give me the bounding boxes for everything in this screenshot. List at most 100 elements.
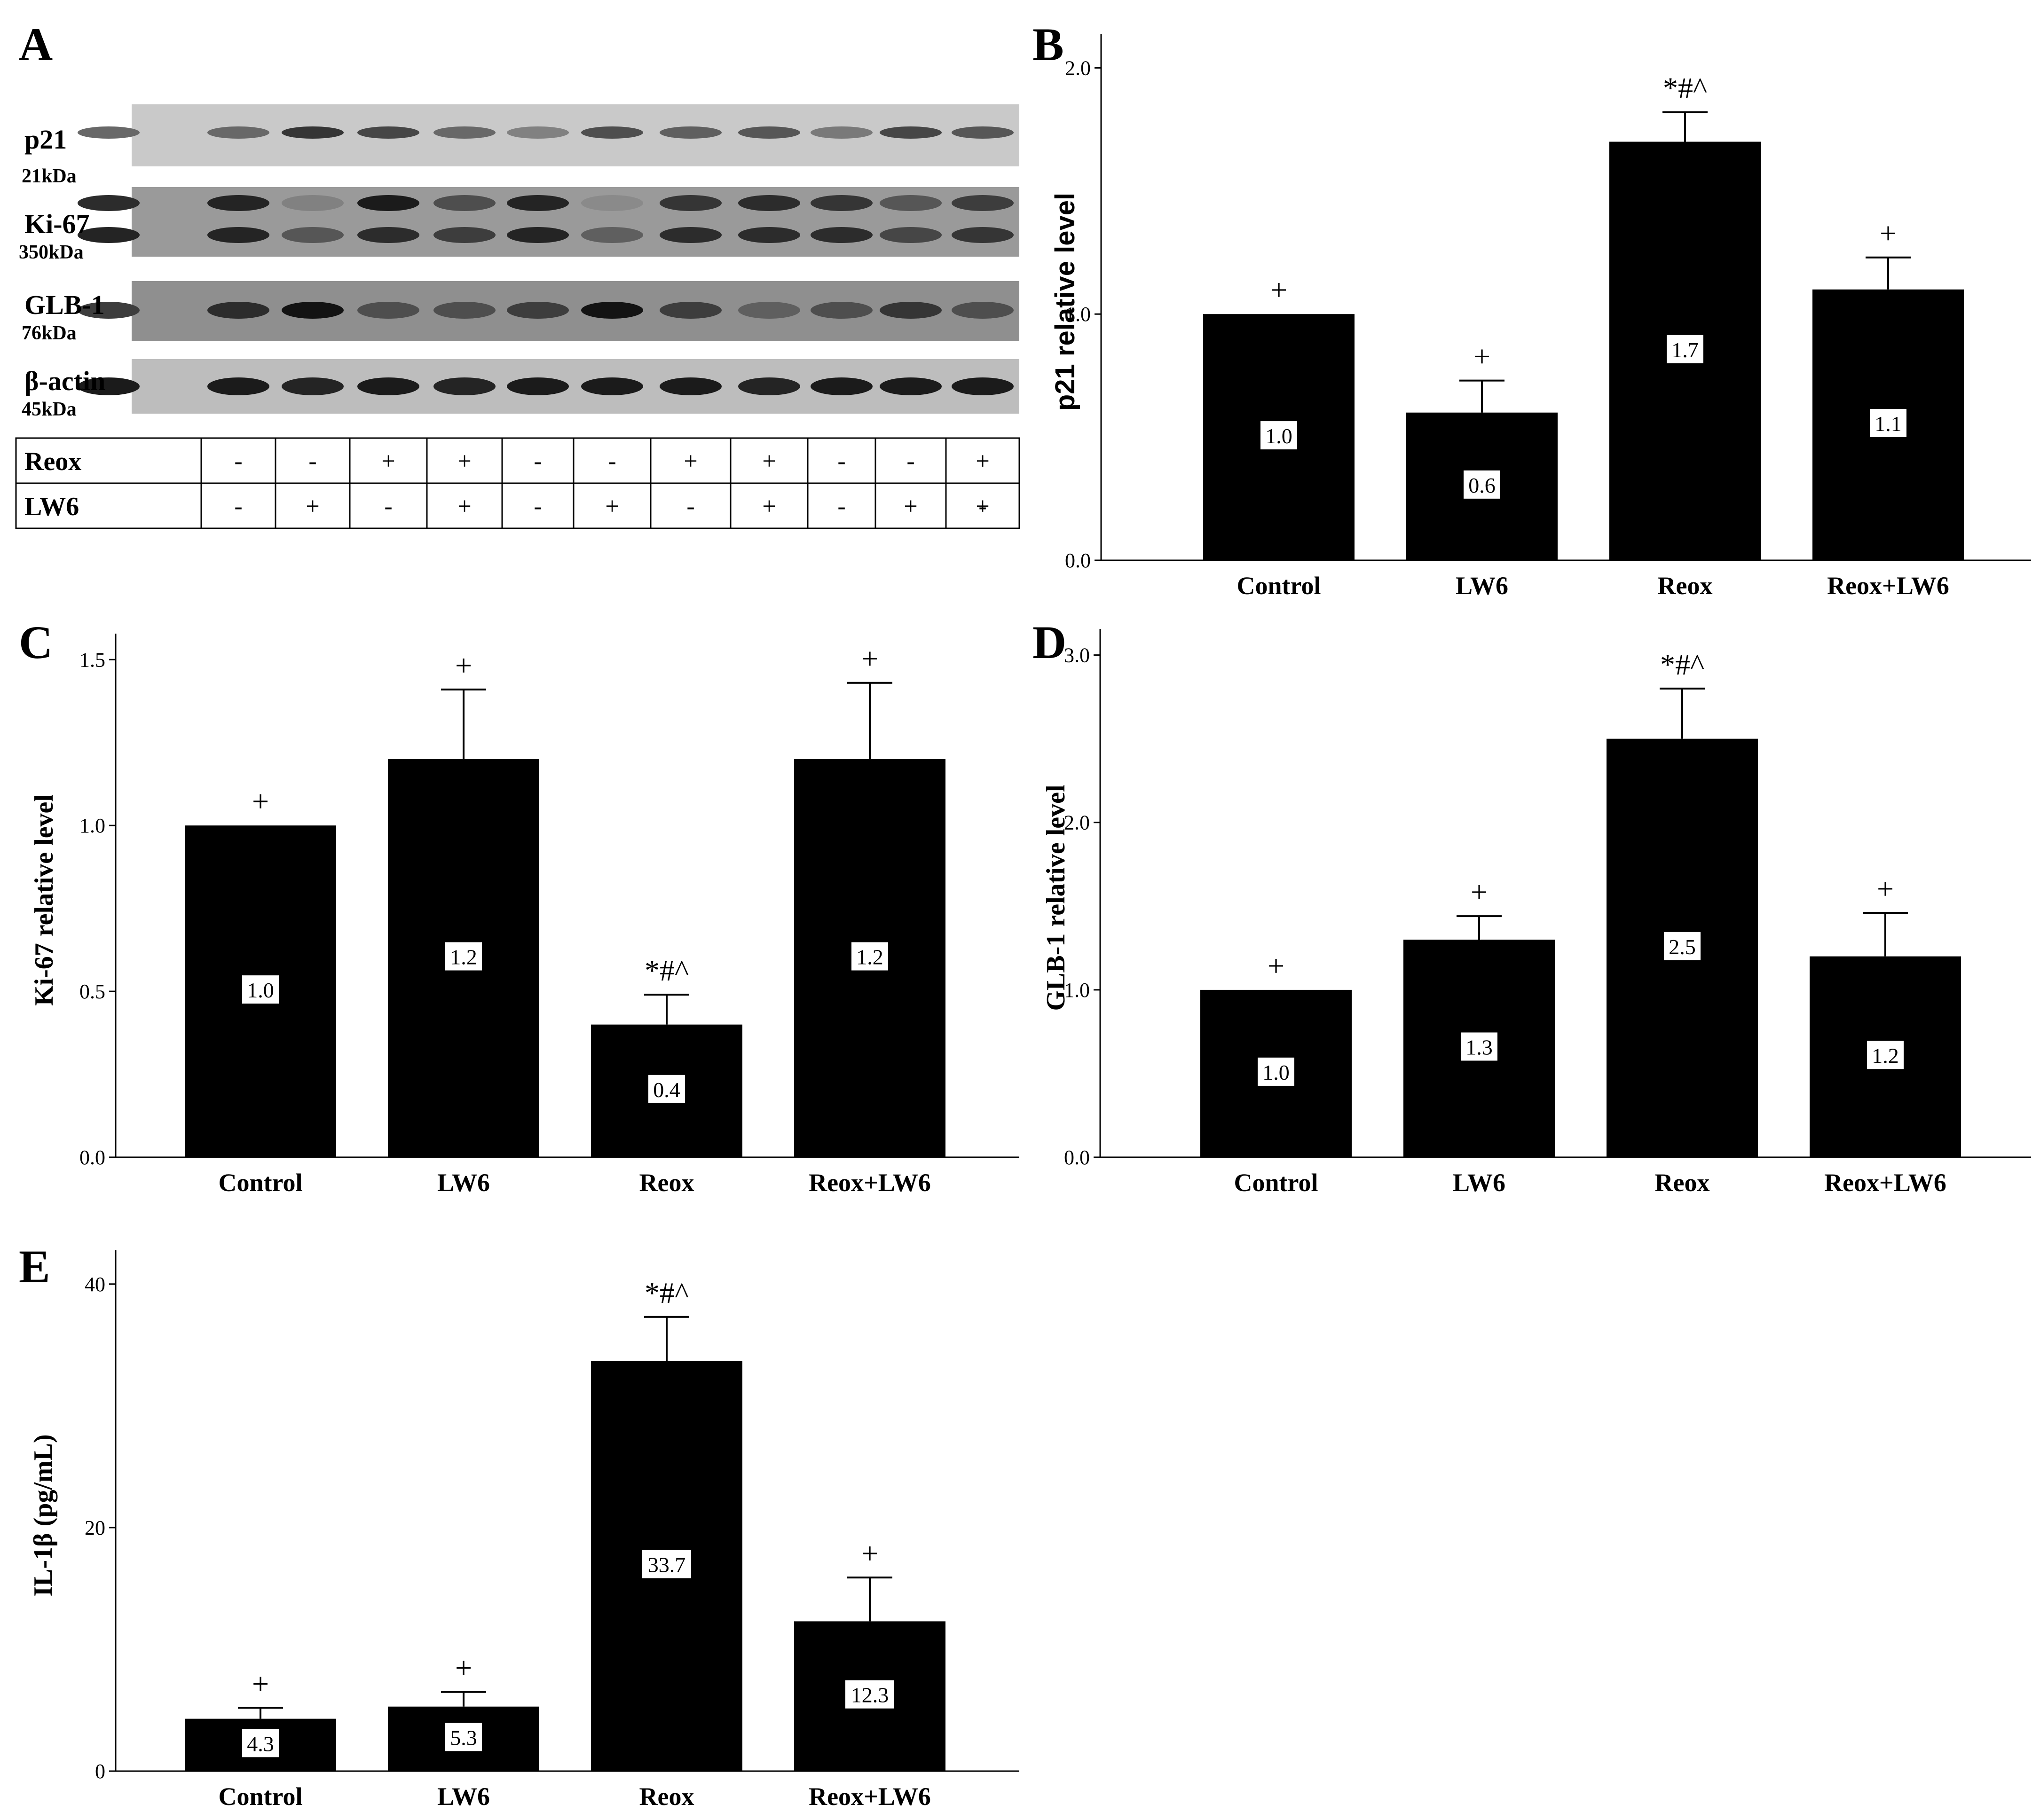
table-cell: +	[976, 493, 989, 520]
band-ki67-lower	[880, 227, 942, 243]
table-cell: +	[684, 448, 697, 475]
band-ki67-upper	[880, 195, 942, 211]
data-label-box	[445, 1723, 482, 1751]
table-cell: +	[605, 493, 619, 520]
data-label: 1.3	[1465, 1036, 1493, 1059]
significance-marker: +	[455, 649, 472, 682]
blot-strip-ki67	[132, 187, 1019, 257]
band-bactin	[507, 377, 569, 395]
blot-strips	[78, 104, 1019, 414]
band-ki67-upper	[282, 195, 344, 211]
blot-strip-p21	[132, 104, 1019, 166]
table-cell: +	[306, 493, 319, 520]
data-label-box	[1667, 335, 1703, 363]
significance-marker: +	[455, 1651, 472, 1685]
significance-marker: +	[252, 784, 269, 818]
band-ki67-lower	[78, 227, 140, 243]
band-glb1	[581, 302, 643, 319]
data-label: 1.2	[856, 945, 883, 969]
band-p21	[357, 126, 419, 139]
panel-letter-a: A	[19, 18, 53, 71]
band-ki67-upper	[660, 195, 722, 211]
band-glb1	[433, 302, 496, 319]
data-label: 2.5	[1669, 935, 1696, 959]
significance-marker: +	[1268, 949, 1284, 982]
table-cell: -	[534, 448, 542, 475]
category-label: Reox	[1658, 572, 1713, 600]
blot-kda-ki67: 350kDa	[19, 242, 84, 263]
band-p21	[660, 126, 722, 139]
band-bactin	[433, 377, 496, 395]
table-cell: +	[457, 493, 471, 520]
category-label: LW6	[437, 1169, 490, 1197]
blot-label-glb1: GLB-1	[24, 290, 105, 320]
significance-marker: *#^	[645, 954, 689, 987]
category-label: Control	[218, 1169, 302, 1197]
band-bactin	[581, 377, 643, 395]
band-ki67-upper	[952, 195, 1014, 211]
category-label: Reox	[1655, 1169, 1710, 1197]
data-label-box	[1664, 932, 1701, 960]
chart-b: 0.0 1.0 2.0 p21 relative level +1.0 Control +0…	[1050, 34, 2031, 600]
data-label-box	[445, 942, 482, 971]
table-cells: - - + + - - + + - - ++- + - + - + - + - + -+	[234, 448, 989, 520]
y-tick-label: 1.0	[1064, 979, 1090, 1002]
band-ki67-lower	[811, 227, 873, 243]
band-glb1	[507, 302, 569, 319]
y-tick-label: 40	[85, 1273, 105, 1296]
band-glb1	[207, 302, 269, 319]
data-label-box	[242, 975, 279, 1004]
y-tick-label: 0.5	[79, 980, 105, 1003]
data-label: 4.3	[247, 1732, 274, 1756]
band-glb1	[880, 302, 942, 319]
data-label-box	[1870, 408, 1906, 437]
band-p21	[811, 126, 873, 139]
y-tick-label: 2.0	[1064, 811, 1090, 834]
significance-marker: +	[861, 1537, 878, 1570]
band-p21	[507, 126, 569, 139]
band-glb1	[357, 302, 419, 319]
category-label: Reox+LW6	[1827, 572, 1949, 600]
table-cell: +	[762, 448, 776, 475]
data-label: 1.7	[1671, 338, 1699, 362]
significance-marker: +	[1473, 340, 1490, 373]
significance-marker: +	[252, 1667, 269, 1700]
table-cell: +	[976, 448, 989, 475]
band-p21	[78, 126, 140, 139]
y-tick-label: 0	[95, 1760, 105, 1783]
table-cell: -	[978, 493, 986, 520]
table-cell: +	[457, 448, 471, 475]
band-glb1	[811, 302, 873, 319]
band-ki67-upper	[738, 195, 800, 211]
y-tick-label: 0.0	[1064, 1146, 1090, 1169]
blot-kda-glb1: 76kDa	[22, 322, 77, 344]
blot-label-ki67: Ki-67	[24, 209, 90, 239]
band-ki67-upper	[507, 195, 569, 211]
band-bactin	[880, 377, 942, 395]
panel-letter-d: D	[1032, 616, 1066, 668]
category-label: Reox	[639, 1169, 694, 1197]
band-bactin	[207, 377, 269, 395]
band-glb1	[952, 302, 1014, 319]
significance-marker: *#^	[645, 1276, 689, 1310]
category-label: LW6	[437, 1782, 490, 1811]
table-cell: +	[904, 493, 917, 520]
panel-letter-c: C	[19, 616, 53, 668]
table-cell: +	[381, 448, 395, 475]
table-label-lw6: LW6	[24, 492, 79, 521]
blot-bands	[78, 126, 1014, 395]
y-tick-label: 0.0	[1065, 549, 1091, 572]
band-bactin	[282, 377, 344, 395]
data-label: 1.0	[1262, 1060, 1290, 1084]
data-label-box	[845, 1680, 894, 1709]
y-tick-label: 20	[85, 1516, 105, 1539]
band-bactin	[78, 377, 140, 395]
significance-marker: +	[1471, 875, 1488, 909]
significance-marker: *#^	[1663, 71, 1707, 105]
band-glb1	[282, 302, 344, 319]
category-label: LW6	[1453, 1169, 1505, 1197]
table-cell: -	[608, 448, 616, 475]
chart-d: 0.0 1.0 2.0 3.0 GLB-1 relative level +1.0 Cont…	[1041, 629, 2031, 1197]
y-axis-label: p21 relative level	[1050, 193, 1080, 411]
band-bactin	[811, 377, 873, 395]
